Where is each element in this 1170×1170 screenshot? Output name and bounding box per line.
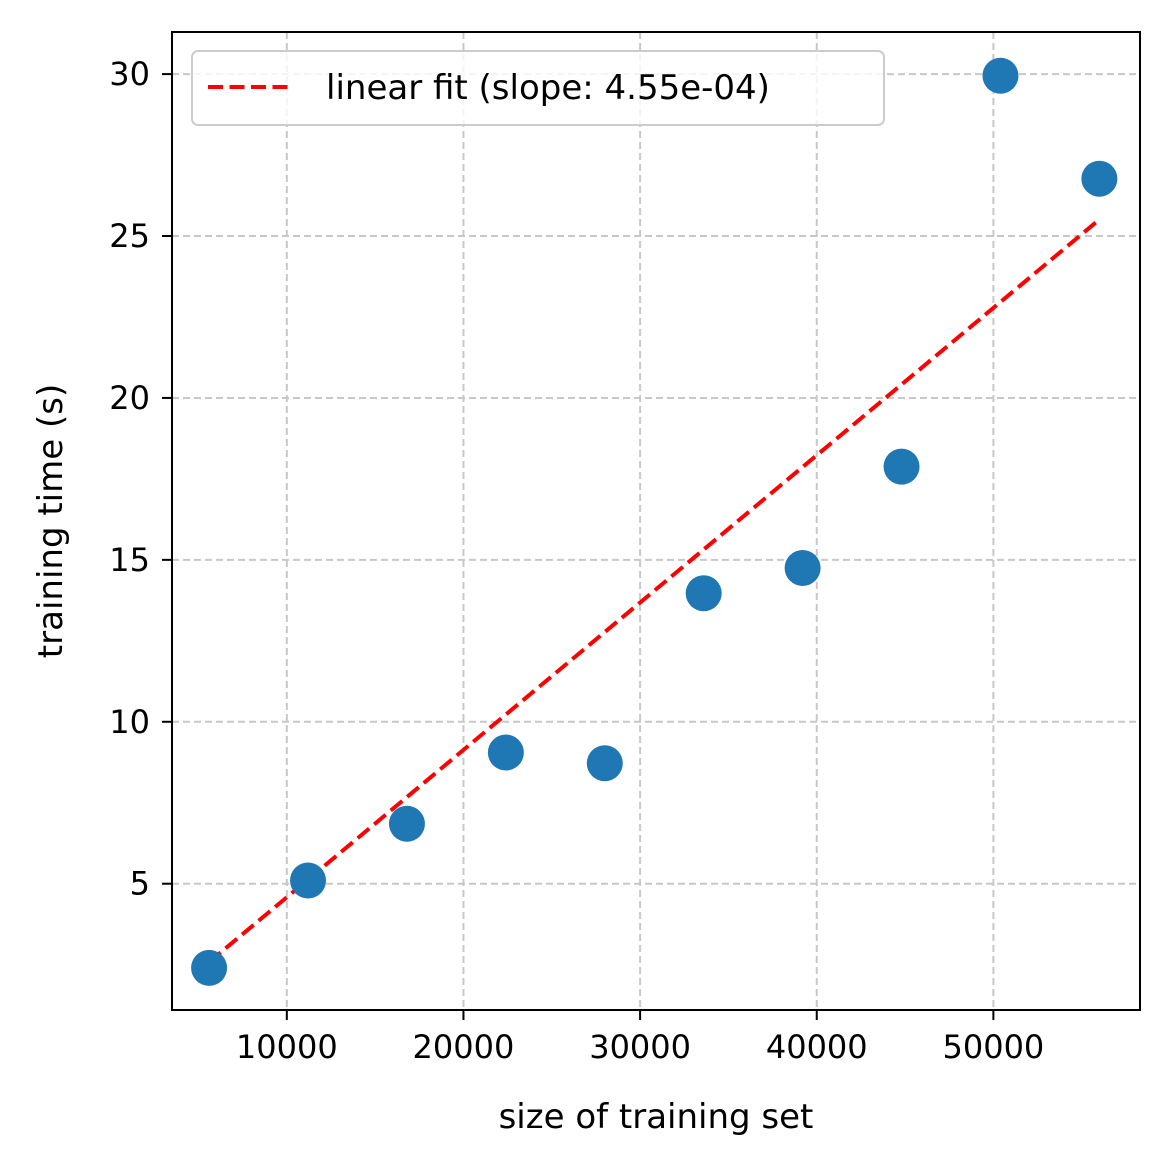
y-tick-label: 20 [109,379,150,417]
scatter-point [784,549,821,586]
y-tick-label: 25 [109,217,150,255]
scatter-point [586,745,623,782]
x-tick-label: 20000 [413,1028,515,1066]
scatter-point [982,57,1019,94]
x-axis-label: size of training set [499,1097,814,1137]
x-tick-label: 10000 [236,1028,338,1066]
axis-ticks: 10000 20000 30000 40000 50000 5 10 15 20 25 30 [109,55,1044,1066]
y-tick-label: 10 [109,703,150,741]
y-tick-label: 30 [109,55,150,93]
x-tick-label: 40000 [766,1028,868,1066]
plot-frame [171,31,1141,1011]
y-tick-label: 5 [130,865,150,903]
scatter-point [388,805,425,842]
scatter-point [1081,160,1118,197]
legend-box [191,50,885,126]
scatter-point [685,575,722,612]
linear-fit-line [207,217,1101,964]
x-tick-label: 50000 [942,1028,1044,1066]
scatter-points [191,57,1118,986]
y-axis-label: training time (s) [31,384,71,658]
scatter-point [487,734,524,771]
fit-line-layer [207,217,1101,964]
legend-label-linear-fit: linear fit (slope: 4.55e-04) [326,68,770,108]
grid [172,32,1140,1010]
y-tick-label: 15 [109,541,150,579]
legend: linear fit (slope: 4.55e-04) [191,50,885,126]
x-tick-label: 30000 [589,1028,691,1066]
scatter-point [191,949,228,986]
scatter-point [290,862,327,899]
scatter-point [883,448,920,485]
